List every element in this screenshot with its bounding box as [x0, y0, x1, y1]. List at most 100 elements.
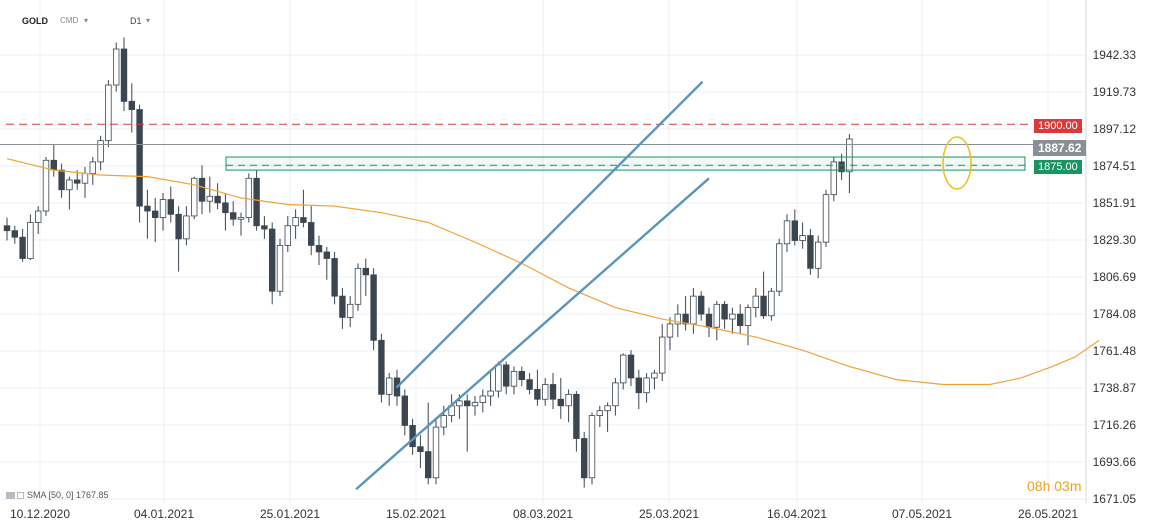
symbol-label[interactable]: GOLD — [22, 16, 48, 26]
candle-body — [97, 140, 104, 163]
y-tick-label: 1829.30 — [1092, 232, 1136, 247]
candle-body — [612, 382, 619, 407]
candle-body — [588, 415, 596, 479]
x-tick-label: 07.05.2021 — [891, 507, 953, 521]
candle-body — [19, 236, 26, 259]
candle-body — [300, 217, 307, 223]
candle — [136, 104, 143, 223]
candle-body — [339, 295, 346, 318]
candle-body — [729, 313, 736, 320]
candle-body — [58, 169, 65, 191]
candle — [705, 307, 713, 338]
candle-body — [167, 199, 174, 215]
candle-body — [105, 84, 112, 142]
candle — [292, 209, 299, 239]
indicator-visibility-icon[interactable] — [17, 492, 24, 499]
candle — [50, 143, 57, 177]
y-tick-label: 1693.66 — [1092, 454, 1136, 469]
candle — [424, 402, 432, 485]
candle — [713, 301, 720, 341]
candle — [167, 186, 174, 223]
candle — [565, 389, 572, 423]
candle — [682, 296, 689, 331]
candle — [518, 366, 525, 387]
sma-50-line — [6, 158, 1100, 386]
candle-body — [573, 393, 580, 439]
indicator-settings-icon[interactable] — [6, 492, 15, 499]
candle — [183, 206, 190, 246]
instrument-type-label: CMD — [60, 16, 79, 25]
countdown-hours-unit: h — [1042, 478, 1051, 494]
candle-body — [830, 161, 837, 196]
candle-body — [307, 222, 315, 246]
candle — [573, 391, 580, 452]
candle — [807, 229, 814, 275]
candle — [768, 287, 775, 321]
support-price-tag: 1875.00 — [1034, 160, 1082, 174]
candle — [549, 373, 557, 410]
candle-body — [815, 241, 822, 269]
highlight-ellipse — [942, 136, 972, 190]
candle-body — [581, 438, 588, 479]
candle — [66, 176, 73, 210]
candle — [471, 395, 479, 416]
timeframe-label[interactable]: D1 — [130, 16, 142, 26]
indicator-legend-text: SMA [50, 0] 1767.85 — [27, 490, 109, 500]
candle-body — [666, 323, 674, 338]
candle — [74, 170, 81, 190]
candle-body — [214, 195, 221, 204]
candle — [620, 353, 627, 390]
candle-body — [113, 48, 120, 86]
candle — [151, 197, 159, 243]
candle-body — [456, 400, 463, 407]
candle-body — [50, 159, 57, 171]
candle — [339, 287, 346, 329]
candle-body — [354, 267, 362, 305]
candle — [198, 165, 206, 215]
candle-body — [268, 228, 276, 292]
candle-body — [284, 225, 291, 246]
x-tick-label: 08.03.2021 — [512, 507, 574, 521]
timeframe-dropdown-icon[interactable]: ▾ — [146, 16, 151, 25]
candle — [752, 287, 759, 318]
y-tick-label: 1671.05 — [1092, 492, 1136, 506]
candle — [674, 304, 681, 338]
candle — [144, 189, 151, 239]
candle — [830, 157, 837, 202]
candle — [331, 251, 338, 305]
candle — [737, 304, 744, 334]
candle-body — [635, 377, 642, 394]
candle — [307, 206, 315, 256]
candle-body — [120, 48, 128, 102]
candle — [822, 189, 830, 248]
candle-body — [27, 222, 34, 259]
candle — [604, 402, 611, 432]
candle-body — [799, 235, 806, 241]
candle-body — [151, 210, 159, 218]
candle — [276, 238, 284, 297]
candle — [542, 377, 549, 406]
candle-body — [542, 384, 549, 400]
candle-body — [627, 354, 635, 379]
candle-body — [432, 426, 440, 479]
symbol-dropdown-icon[interactable]: ▾ — [84, 16, 89, 25]
candle — [791, 209, 798, 246]
x-tick-label: 26.05.2021 — [1017, 507, 1079, 521]
candle — [35, 206, 42, 234]
candle — [526, 373, 533, 395]
candle — [11, 225, 18, 244]
candle-body — [487, 390, 494, 397]
candle — [401, 389, 408, 436]
candle-body — [791, 220, 798, 241]
y-tick-label: 1738.87 — [1092, 381, 1136, 395]
candle-body — [385, 377, 393, 395]
candle-body — [690, 295, 697, 325]
indicator-legend[interactable]: SMA [50, 0] 1767.85 — [6, 490, 109, 500]
candle-body — [565, 393, 572, 407]
candle-body — [698, 295, 705, 315]
candle — [97, 135, 104, 171]
y-tick-label: 1851.91 — [1092, 195, 1136, 210]
candle-body — [651, 372, 658, 379]
candle-body — [846, 138, 853, 173]
